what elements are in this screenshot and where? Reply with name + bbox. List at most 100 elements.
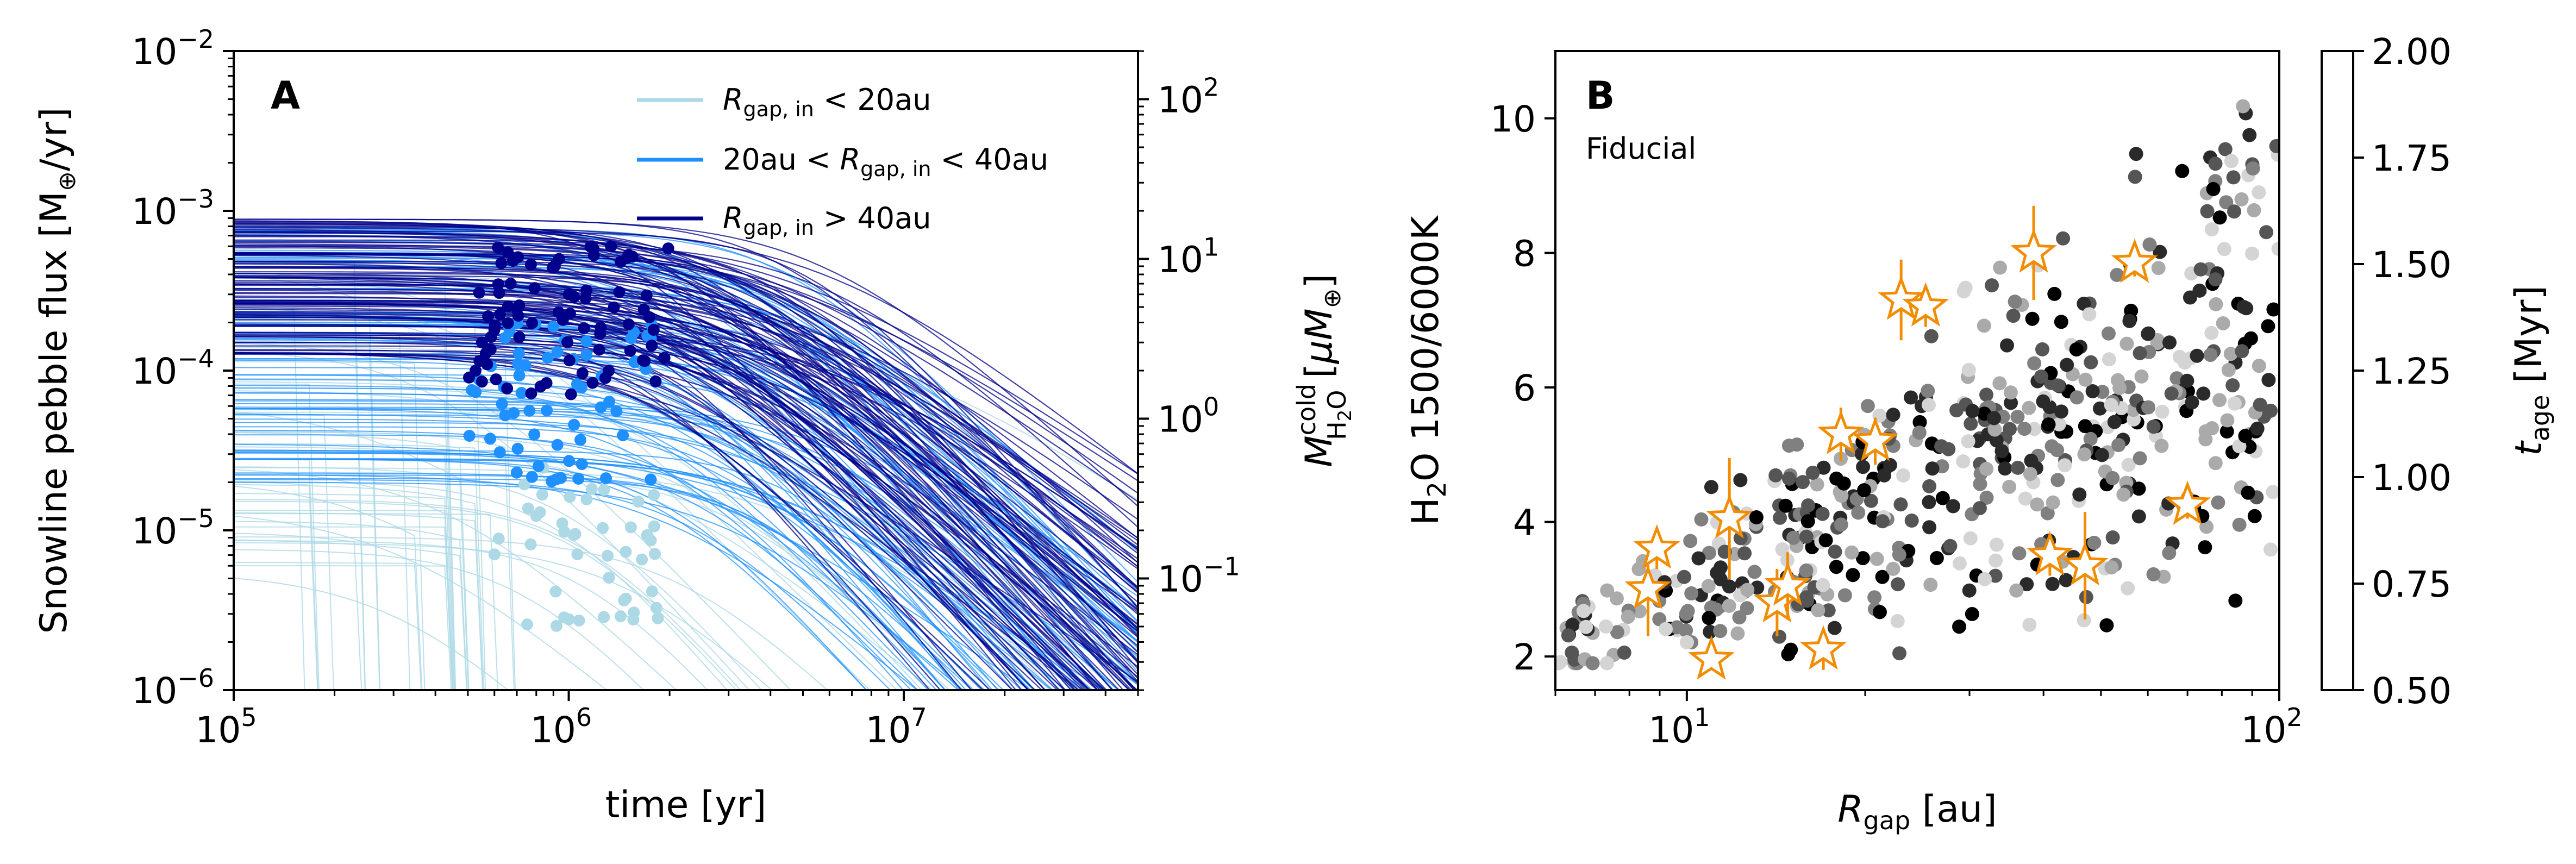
model-point bbox=[2010, 460, 2025, 475]
model-point bbox=[1962, 583, 1977, 598]
flux-curve bbox=[234, 479, 891, 690]
flux-point bbox=[501, 382, 514, 395]
flux-point bbox=[513, 369, 526, 381]
flux-point bbox=[641, 529, 653, 541]
model-point bbox=[2234, 192, 2249, 206]
model-point bbox=[1922, 479, 1937, 493]
flux-curve bbox=[234, 500, 737, 690]
model-point bbox=[1886, 408, 1900, 422]
model-point bbox=[2226, 170, 2241, 185]
flux-point bbox=[599, 372, 611, 384]
model-point bbox=[2204, 222, 2219, 237]
model-point bbox=[2119, 336, 2134, 351]
model-point bbox=[1818, 533, 1833, 548]
flux-point bbox=[551, 439, 564, 451]
model-point bbox=[2069, 342, 2084, 357]
model-point bbox=[1805, 466, 1820, 480]
model-point bbox=[1965, 404, 1980, 418]
x-tick-label: 102 bbox=[2241, 703, 2302, 751]
flux-curve bbox=[234, 379, 1087, 690]
model-point bbox=[1992, 376, 2007, 391]
model-point bbox=[1702, 611, 1716, 625]
series-2-curves bbox=[234, 218, 1138, 690]
flux-point bbox=[580, 335, 593, 347]
flux-point bbox=[476, 336, 488, 349]
model-point bbox=[2131, 509, 2146, 524]
flux-curve bbox=[234, 276, 1138, 610]
annotation-fiducial: Fiducial bbox=[1586, 132, 1696, 166]
flux-point bbox=[625, 332, 637, 345]
model-point bbox=[2212, 393, 2227, 408]
model-point bbox=[2078, 419, 2092, 434]
right-axis-title-a: McoldH2O [μM⊕] bbox=[1292, 274, 1356, 467]
model-point bbox=[2185, 395, 2199, 410]
model-point bbox=[2192, 283, 2207, 298]
model-point bbox=[1989, 537, 2004, 552]
model-point bbox=[2069, 390, 2084, 405]
model-point bbox=[2093, 401, 2107, 416]
flux-curve bbox=[234, 302, 962, 690]
model-point bbox=[2198, 540, 2212, 555]
model-point bbox=[2204, 325, 2219, 340]
model-point bbox=[1904, 390, 1918, 405]
model-point bbox=[1979, 490, 1994, 505]
model-point bbox=[1925, 461, 1940, 476]
flux-curve bbox=[234, 374, 974, 690]
model-point bbox=[1677, 569, 1691, 584]
model-point bbox=[1867, 590, 1882, 605]
model-point bbox=[2151, 261, 2166, 276]
model-point bbox=[2129, 147, 2143, 161]
model-point bbox=[2266, 485, 2279, 499]
model-point bbox=[2045, 577, 2060, 591]
model-point bbox=[2247, 509, 2262, 523]
model-point bbox=[1870, 552, 1884, 566]
model-point bbox=[1749, 510, 1764, 524]
model-point bbox=[1733, 531, 1748, 546]
observation-star bbox=[2026, 531, 2073, 575]
flux-point bbox=[557, 314, 569, 326]
model-point bbox=[1929, 551, 1944, 565]
x-tick-label: 107 bbox=[865, 703, 927, 751]
model-point bbox=[1714, 560, 1728, 575]
model-point bbox=[2058, 458, 2072, 473]
model-point bbox=[2246, 161, 2260, 176]
flux-point bbox=[639, 355, 651, 367]
flux-curve bbox=[234, 472, 973, 690]
model-point bbox=[2264, 542, 2278, 557]
flux-curve bbox=[234, 562, 422, 690]
flux-curve bbox=[234, 512, 484, 690]
model-point bbox=[2227, 396, 2242, 411]
observation-star bbox=[1902, 282, 1949, 327]
flux-point bbox=[572, 473, 585, 485]
model-point bbox=[2200, 204, 2215, 218]
model-point bbox=[1621, 610, 1635, 624]
flux-curve bbox=[234, 230, 1138, 609]
observation-star bbox=[2061, 541, 2109, 586]
flux-point bbox=[571, 378, 583, 390]
model-point bbox=[2035, 342, 2049, 356]
flux-point bbox=[603, 572, 615, 584]
flux-curve bbox=[234, 292, 1138, 594]
flux-point bbox=[476, 375, 488, 388]
flux-curve bbox=[234, 316, 1054, 690]
flux-point bbox=[605, 240, 617, 253]
flux-point bbox=[580, 349, 593, 361]
flux-curve bbox=[234, 443, 1031, 690]
model-point bbox=[1680, 635, 1694, 649]
model-point bbox=[2141, 327, 2155, 341]
model-point bbox=[1740, 583, 1755, 597]
flux-point bbox=[624, 345, 636, 357]
flux-point bbox=[632, 496, 645, 508]
model-point bbox=[2009, 583, 2024, 598]
model-point bbox=[2131, 481, 2146, 496]
model-point bbox=[2252, 185, 2266, 199]
model-point bbox=[2154, 439, 2169, 453]
model-point bbox=[1784, 642, 1798, 657]
model-point bbox=[2084, 355, 2098, 370]
panel-b: 101 102 2 4 6 8 10 B Fiducial Rgap [au] H2O 15… bbox=[1404, 31, 2555, 835]
flux-curve bbox=[234, 411, 469, 690]
flux-curve bbox=[234, 245, 1138, 662]
right-tick-label: 100 bbox=[1158, 392, 1219, 441]
model-point bbox=[2232, 517, 2247, 532]
flux-point bbox=[493, 287, 505, 299]
